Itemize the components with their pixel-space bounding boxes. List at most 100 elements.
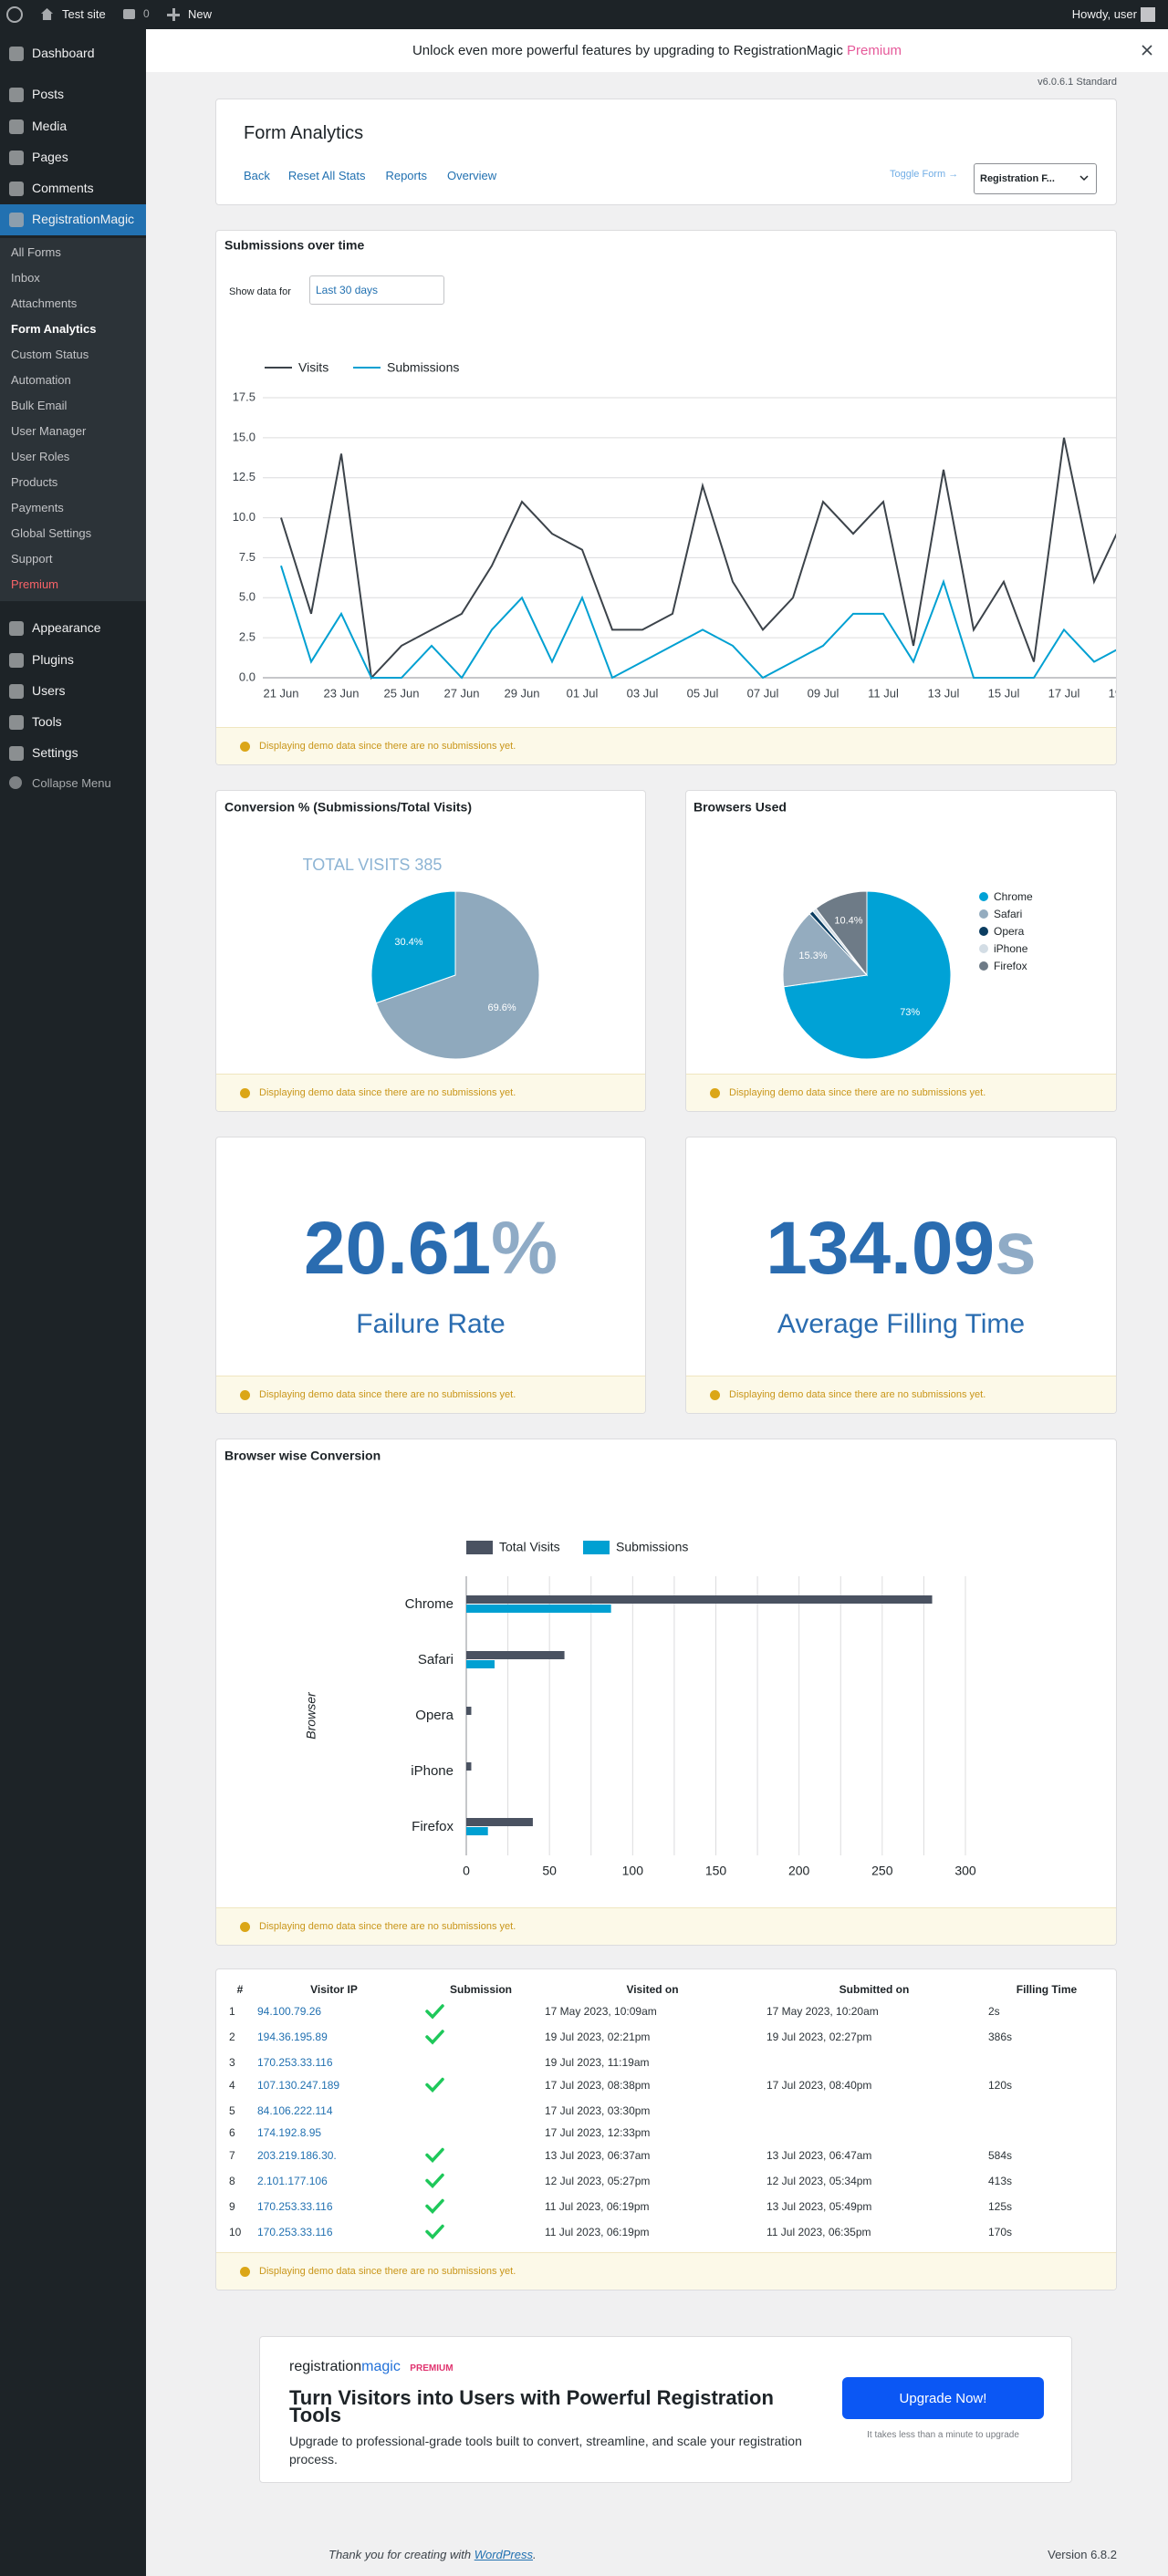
submenu-item[interactable]: Form Analytics (11, 322, 97, 336)
header-link[interactable]: Overview (446, 169, 497, 182)
header-link[interactable]: Reset All Stats (287, 169, 366, 182)
table-header: Submission (449, 1983, 513, 1996)
visitor-ip[interactable]: 170.253.33.116 (257, 2199, 333, 2213)
menu-item[interactable]: Users (32, 683, 66, 698)
submenu-item[interactable]: Attachments (11, 296, 78, 310)
table-cell: 11 Jul 2023, 06:19pm (545, 2199, 650, 2213)
avatar (1141, 7, 1155, 22)
visitor-ip[interactable]: 174.192.8.95 (257, 2126, 322, 2139)
table-header: Submitted on (839, 1983, 910, 1996)
menu-item[interactable]: Pages (32, 150, 68, 164)
new-item[interactable]: New (188, 7, 213, 21)
table-cell: 4 (229, 2078, 235, 2092)
toggle-form[interactable]: Toggle Form → (890, 169, 959, 180)
table-cell: 6 (229, 2126, 235, 2139)
chevron (1079, 175, 1089, 182)
form-select[interactable]: Registration F... (974, 163, 1097, 194)
menu-item[interactable]: Appearance (32, 620, 101, 635)
header-link[interactable]: Reports (385, 169, 427, 182)
submenu-item[interactable]: Automation (11, 373, 71, 387)
submenu-item[interactable]: Premium (11, 577, 59, 591)
submenu-item[interactable]: All Forms (11, 245, 61, 259)
submenu-item[interactable]: Payments (11, 501, 64, 514)
table-cell: 13 Jul 2023, 05:49pm (766, 2199, 872, 2213)
upgrade-button[interactable]: Upgrade Now! (842, 2377, 1044, 2419)
notice-text: Unlock even more powerful features by up… (412, 43, 843, 58)
comment-count[interactable]: 0 (143, 7, 150, 20)
plus-icon (167, 8, 180, 21)
table-cell: 125s (988, 2199, 1013, 2213)
menu-item[interactable]: Dashboard (32, 46, 95, 60)
submenu-item[interactable]: Custom Status (11, 348, 89, 361)
table-cell: 413s (988, 2174, 1013, 2187)
demo-notice: Displaying demo data since there are no … (216, 1074, 645, 1111)
menu-item[interactable]: RegistrationMagic (32, 212, 135, 226)
menu-item[interactable]: Posts (32, 87, 65, 101)
submenu-item[interactable]: Support (11, 552, 53, 566)
admin-bar: Test site 0 New Howdy, user (0, 0, 1168, 29)
visitor-ip[interactable]: 94.100.79.26 (257, 2005, 322, 2018)
table-cell: 2s (988, 2005, 1000, 2018)
table-header: Visitor IP (310, 1983, 358, 1996)
table-cell: 12 Jul 2023, 05:27pm (545, 2174, 651, 2187)
demo-text: Displaying demo data since there are no … (259, 2266, 516, 2277)
header-link[interactable]: Back (244, 169, 270, 182)
footer-end: . (533, 2548, 537, 2561)
submenu-item[interactable]: Inbox (11, 271, 40, 285)
visitor-ip[interactable]: 84.106.222.114 (257, 2103, 333, 2117)
table-header: Visited on (626, 1983, 679, 1996)
table-cell: 584s (988, 2148, 1013, 2162)
submenu-item[interactable]: User Roles (11, 450, 70, 463)
home-icon (41, 8, 53, 20)
visitor-ip[interactable]: 203.219.186.30. (257, 2148, 337, 2162)
logo-a: registration (289, 2359, 362, 2374)
header-links: Back Reset All Stats Reports Overview (244, 169, 496, 182)
notice-link[interactable]: Premium (847, 43, 902, 58)
menu-item[interactable]: Tools (32, 714, 62, 729)
demo-text: Displaying demo data since there are no … (259, 1087, 516, 1098)
demo-text: Displaying demo data since there are no … (259, 1389, 516, 1400)
bar-card: Displaying demo data since there are no … (215, 1439, 1117, 1946)
close-icon[interactable] (1141, 44, 1153, 57)
submenu-item[interactable]: Products (11, 475, 58, 489)
visitor-ip[interactable]: 2.101.177.106 (257, 2174, 328, 2187)
form-select-value: Registration F... (980, 173, 1055, 184)
stat-card: 134.09s Average Filling Time Displaying … (685, 1137, 1117, 1414)
submenu-item[interactable]: Global Settings (11, 526, 92, 540)
visitor-ip[interactable]: 107.130.247.189 (257, 2078, 340, 2092)
promo-text: Upgrade to professional-grade tools buil… (289, 2434, 802, 2467)
submenu-item[interactable]: User Manager (11, 424, 87, 438)
menu-item[interactable]: Settings (32, 745, 78, 760)
table-cell: 386s (988, 2031, 1013, 2043)
menu-item[interactable]: Plugins (32, 652, 74, 667)
range-select[interactable]: Last 30 days (309, 275, 444, 305)
stat-number: 134.09 (766, 1207, 996, 1290)
promo-logo: registrationmagic PREMIUM (289, 2359, 454, 2375)
menu-icon (9, 621, 24, 636)
collapse-menu[interactable]: Collapse Menu (32, 776, 111, 790)
demo-notice: Displaying demo data since there are no … (216, 1376, 645, 1413)
demo-notice: Displaying demo data since there are no … (216, 727, 1116, 764)
table-cell: 19 Jul 2023, 02:27pm (766, 2031, 872, 2043)
site-name[interactable]: Test site (62, 7, 106, 21)
promo-card: registrationmagic PREMIUM Turn Visitors … (259, 2336, 1072, 2483)
menu-item[interactable]: Comments (32, 181, 94, 195)
menu-icon (9, 182, 24, 196)
table-cell: 17 Jul 2023, 12:33pm (545, 2126, 651, 2139)
menu-icon (9, 684, 24, 699)
stat-value: 134.09s (686, 1206, 1116, 1292)
footer-link[interactable]: WordPress (474, 2548, 533, 2561)
submenu-item[interactable]: Bulk Email (11, 399, 68, 412)
visitor-ip[interactable]: 194.36.195.89 (257, 2031, 328, 2043)
wp-logo[interactable] (6, 6, 23, 23)
table-cell: 13 Jul 2023, 06:37am (545, 2148, 651, 2162)
greeting[interactable]: Howdy, user (1071, 7, 1137, 21)
visitor-ip[interactable]: 170.253.33.116 (257, 2056, 333, 2069)
table-cell: 8 (229, 2174, 235, 2187)
demo-notice: Displaying demo data since there are no … (686, 1074, 1116, 1111)
visitor-ip[interactable]: 170.253.33.116 (257, 2225, 333, 2238)
stat-unit: % (491, 1207, 558, 1290)
table-cell: 5 (229, 2103, 235, 2117)
demo-notice: Displaying demo data since there are no … (216, 1907, 1116, 1945)
menu-item[interactable]: Media (32, 119, 68, 133)
